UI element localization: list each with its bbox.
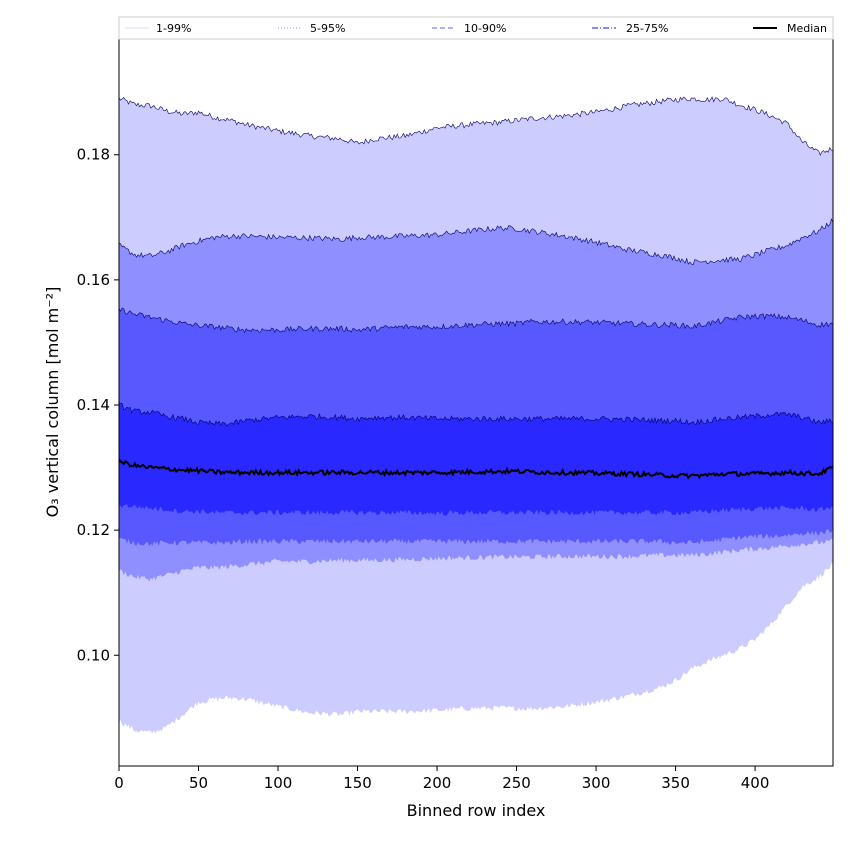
x-tick-label: 300 (582, 774, 611, 792)
x-tick-label: 200 (423, 774, 452, 792)
y-axis-title: O₃ vertical column [mol m⁻²] (43, 287, 62, 518)
y-tick-label: 0.18 (77, 146, 110, 164)
legend-label: 25-75% (626, 22, 668, 35)
x-tick-label: 100 (264, 774, 293, 792)
legend-box (118, 16, 834, 40)
y-tick-label: 0.12 (77, 521, 110, 539)
legend-label: 10-90% (464, 22, 506, 35)
x-tick-label: 250 (502, 774, 531, 792)
legend-label: 1-99% (156, 22, 191, 35)
x-tick-label: 400 (741, 774, 770, 792)
legend-label: Median (787, 22, 827, 35)
band-edge-10-90% (119, 307, 833, 334)
band-edge-5-95% (119, 218, 833, 266)
band-25-75% (119, 402, 833, 516)
x-tick-label: 150 (343, 774, 372, 792)
x-tick-label: 50 (189, 774, 208, 792)
y-tick-label: 0.14 (77, 396, 110, 414)
x-axis-title: Binned row index (407, 801, 546, 820)
median-line (119, 458, 833, 480)
x-tick-label: 0 (114, 774, 124, 792)
band-edge-1-99% (119, 96, 833, 156)
x-tick-label: 350 (661, 774, 690, 792)
band-edge-25-75% (119, 402, 833, 427)
legend-label: 5-95% (310, 22, 345, 35)
y-tick-label: 0.16 (77, 271, 110, 289)
legend: 1-99% 5-95% 10-90% 25-75% Median (118, 16, 834, 40)
y-tick-label: 0.10 (77, 646, 110, 664)
